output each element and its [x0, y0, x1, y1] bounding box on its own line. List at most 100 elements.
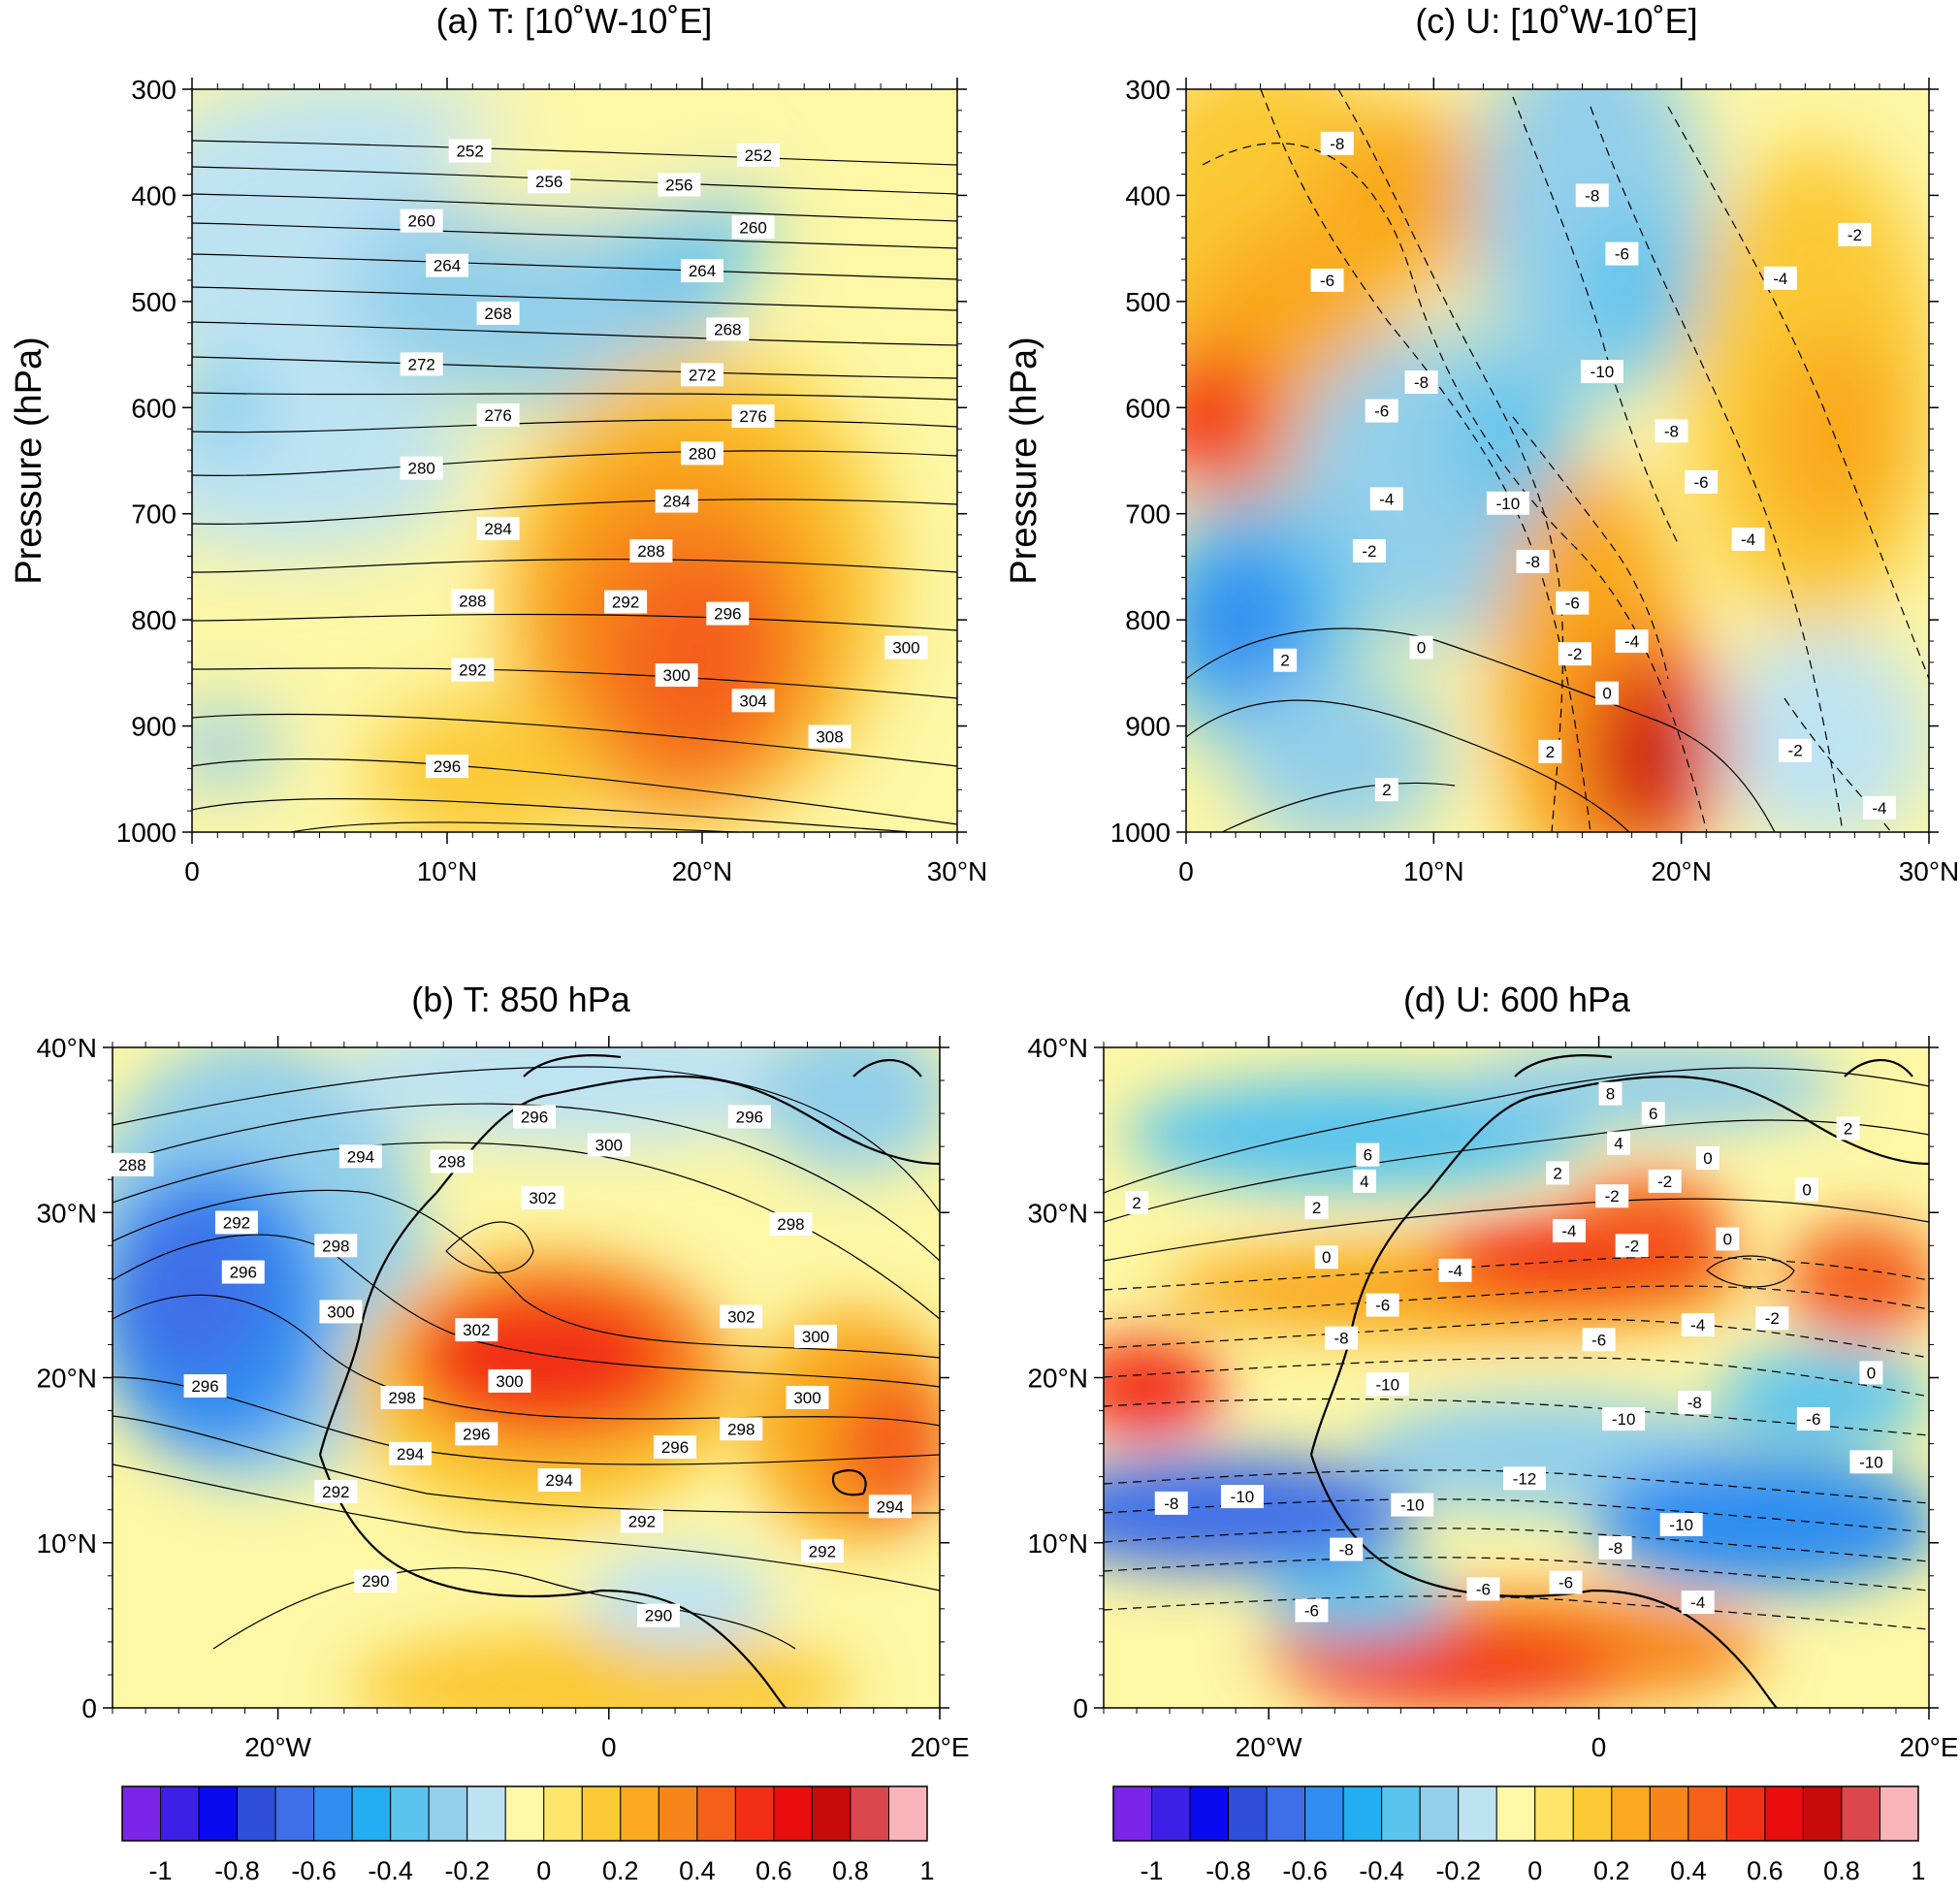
contour-label: -8 [1334, 1330, 1349, 1348]
colorbar-swatch [1151, 1785, 1191, 1842]
contour-label: -2 [1605, 1187, 1620, 1206]
contour-label-box [1391, 1493, 1434, 1517]
contour-label-box [455, 1422, 498, 1446]
contour-label: 296 [521, 1109, 548, 1127]
colorbar-swatch [1841, 1785, 1880, 1842]
contour-label-box [455, 1318, 498, 1342]
contour-label-box [604, 590, 648, 614]
panel-a-temperature-cross-section: (a) T: [10˚W-10˚E] Pressure (hPa) [9, 1, 987, 886]
contour-label: 0 [1322, 1248, 1331, 1267]
colorbar-swatch [351, 1785, 392, 1842]
contour-label: 294 [545, 1471, 572, 1490]
contour-label: 276 [484, 406, 511, 425]
x-tick-label: 0 [184, 856, 200, 886]
y-tick-label: 30°N [36, 1198, 97, 1228]
x-tick-label: 30°N [927, 856, 988, 886]
contour-label-box [1595, 681, 1620, 705]
contour-label-box [1655, 419, 1688, 443]
colorbar-label: -1 [1141, 1856, 1164, 1885]
contour-label: -2 [1624, 1237, 1639, 1255]
y-tick-label: 600 [1125, 393, 1171, 423]
colorbar-swatch [1342, 1785, 1383, 1842]
colorbar-label: 0.4 [1670, 1856, 1707, 1885]
contour-label: 252 [456, 142, 483, 160]
colorbar-label: -0.6 [1282, 1856, 1328, 1885]
colorbar-swatch [428, 1785, 468, 1842]
contour-label: 292 [322, 1483, 349, 1501]
contour-label-box [400, 352, 443, 376]
panel-b-title: (b) T: 850 hPa [411, 980, 630, 1019]
contour-label: 268 [484, 305, 511, 323]
contour-label: -6 [1591, 1331, 1606, 1349]
contour-label-box [1320, 131, 1354, 155]
colorbar-label: -0.8 [1205, 1856, 1251, 1885]
contour-label: 0 [1417, 639, 1426, 658]
contour-label-box [636, 1603, 680, 1627]
contour-label: -2 [1362, 542, 1376, 561]
contour-label-box [488, 1368, 531, 1393]
contour-label: 2 [1132, 1194, 1141, 1212]
colorbar-label: -0.4 [368, 1856, 413, 1885]
colorbar-swatch [237, 1785, 276, 1842]
colorbar-swatch [887, 1785, 928, 1842]
contour-label-box [451, 658, 495, 682]
contour-label: 302 [727, 1308, 755, 1327]
contour-label: 302 [463, 1321, 490, 1339]
colorbar-swatch [696, 1785, 736, 1842]
contour-label-box [513, 1105, 557, 1129]
contour-label: 260 [408, 212, 435, 231]
contour-label-box [389, 1441, 433, 1465]
colorbar-label: -0.4 [1359, 1856, 1404, 1885]
contour-label: -4 [1690, 1593, 1705, 1612]
contour-label-box [1369, 487, 1403, 511]
contour-label: 0 [1802, 1180, 1811, 1199]
contour-label: 260 [739, 218, 766, 237]
panel-c-y-axis-label: Pressure (hPa) [1004, 337, 1044, 585]
contour-label-box [1685, 469, 1719, 494]
contour-label-box [587, 1133, 630, 1157]
contour-label-box [1598, 1081, 1623, 1106]
contour-label-box [1648, 1169, 1682, 1193]
contour-label-box [794, 1324, 838, 1348]
contour-label-box [1595, 1184, 1629, 1208]
colorbar-label: 0.6 [1747, 1856, 1783, 1885]
contour-label-box [1552, 1218, 1586, 1242]
contour-label: 256 [535, 173, 562, 191]
contour-label-box [1516, 549, 1550, 573]
panel-d-title: (d) U: 600 hPa [1403, 980, 1631, 1019]
contour-label-box [1716, 1227, 1740, 1251]
colorbar-swatch [313, 1785, 353, 1842]
colorbar-swatch [658, 1785, 698, 1842]
panel-b-coastlines [318, 1054, 941, 1709]
contour-label: -10 [1859, 1453, 1883, 1471]
colorbar-swatch [198, 1785, 239, 1842]
contour-label: 268 [714, 320, 741, 338]
y-tick-label: 10°N [1027, 1528, 1088, 1559]
contour-label-box [1546, 1161, 1570, 1185]
contour-label: 2 [1546, 743, 1555, 761]
contour-label: -10 [1400, 1496, 1425, 1515]
contour-label: -6 [1558, 1574, 1573, 1592]
contour-label: -10 [1669, 1516, 1693, 1534]
contour-label-box [426, 253, 468, 277]
contour-label: 292 [628, 1513, 656, 1531]
contour-label-box [706, 317, 750, 341]
panel-d-contour-labels: 8 6 2 6 4 4 2 0 2 2 -2 -2 0 0 -4 -2 0 -4 -6 -4 -2 -8 -6 0 -10 -8 -… [1125, 1081, 1893, 1623]
panel-b-temperature-map: (b) T: 850 hPa [36, 980, 969, 1762]
contour-label-box [654, 1435, 697, 1460]
colorbar-label: -0.2 [1435, 1856, 1481, 1885]
x-tick-label: 20°E [1899, 1732, 1958, 1762]
contour-label: 0 [1602, 685, 1611, 703]
contour-label: 288 [459, 592, 486, 610]
contour-label: 300 [793, 1389, 820, 1407]
contour-label: 280 [689, 444, 716, 463]
y-tick-label: 500 [131, 287, 177, 317]
colorbar-swatch [1879, 1785, 1919, 1842]
contour-label: 0 [1867, 1364, 1876, 1382]
contour-label-box [800, 1539, 844, 1563]
contour-label-box [319, 1300, 363, 1324]
panel-b-axes: 0 10°N 20°N 30°N 40°N 20°W 0 20°E [36, 1033, 969, 1762]
contour-label-box [1310, 268, 1344, 292]
colorbar-swatch [121, 1785, 162, 1842]
